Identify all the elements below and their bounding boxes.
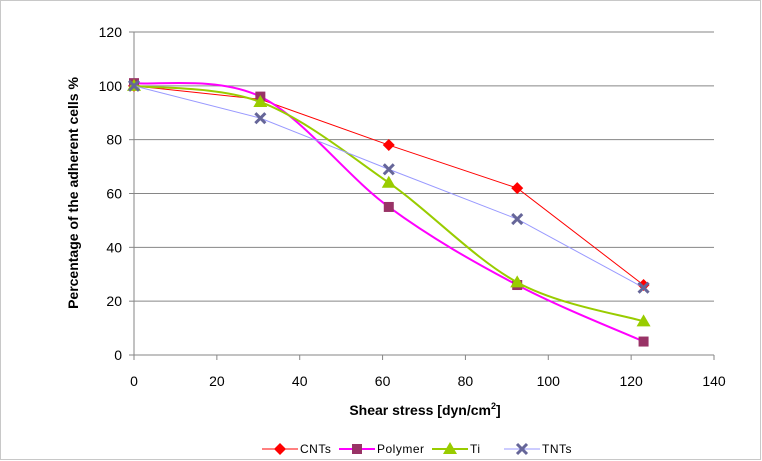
data-point-tnts-2 [382,163,395,176]
y-tick-label-40: 40 [106,239,122,255]
x-tick-labels: 0 20 40 60 80 100 120 140 [130,373,726,389]
axes [129,31,715,360]
data-point-ti-3 [510,275,525,288]
data-point-tnts-0 [127,79,141,92]
legend-marker-polymer [352,444,362,454]
legend-label-cnts: CNTs [300,442,331,456]
data-point-tnts-0-stroke [127,79,141,92]
y-tick-label-120: 120 [99,24,123,40]
data-point-tnts-3 [511,213,524,226]
y-tick-labels: 0 20 40 60 80 100 120 [99,24,123,363]
legend: CNTs Polymer Ti TNTs [262,442,572,456]
legend-marker-ti [443,442,457,454]
legend-marker-tnts-stroke [515,442,529,456]
x-tick-label-140: 140 [702,373,726,389]
x-tick-label-60: 60 [375,373,391,389]
legend-item-ti: Ti [432,442,481,456]
x-axis-label-end: ] [496,402,501,418]
gridlines [134,31,714,302]
x-tick-label-0: 0 [130,373,138,389]
series-layer [127,78,651,347]
data-point-cnts-3 [511,182,524,195]
data-point-tnts-4 [637,281,650,294]
legend-label-tnts: TNTs [542,442,572,456]
data-point-ti-1 [253,94,268,107]
legend-marker-cnts [274,443,286,455]
legend-marker-tnts [515,442,529,456]
data-point-cnts-4 [637,279,650,292]
data-point-polymer-2 [383,201,394,212]
legend-label-polymer: Polymer [377,442,425,456]
x-axis-label-superscript: 2 [491,401,496,411]
y-axis-label: Percentage of the adherent cells % [65,77,81,309]
x-tick-label-100: 100 [537,373,561,389]
data-point-polymer-4 [638,336,649,347]
data-point-tnts-4-stroke [637,281,650,294]
x-tick-label-20: 20 [209,373,225,389]
x-tick-label-80: 80 [458,373,474,389]
legend-item-cnts: CNTs [262,442,331,456]
x-axis-label-main: Shear stress [dyn/cm [349,402,491,418]
data-point-ti-4 [636,314,651,327]
y-tick-label-80: 80 [106,132,122,148]
x-tick-label-40: 40 [292,373,308,389]
y-tick-label-100: 100 [99,78,123,94]
data-point-tnts-1 [254,112,267,125]
legend-item-tnts: TNTs [504,442,572,456]
data-point-tnts-1-stroke [254,112,267,125]
y-tick-label-0: 0 [114,347,122,363]
y-tick-label-20: 20 [106,293,122,309]
y-tick-label-60: 60 [106,186,122,202]
data-point-tnts-3-stroke [511,213,524,226]
legend-label-ti: Ti [470,442,481,456]
data-point-ti-2 [381,175,396,188]
data-point-cnts-2 [382,139,395,152]
data-point-tnts-2-stroke [382,163,395,176]
legend-item-polymer: Polymer [339,442,425,456]
x-tick-label-120: 120 [619,373,643,389]
x-axis-label: Shear stress [dyn/cm2] [349,401,500,418]
